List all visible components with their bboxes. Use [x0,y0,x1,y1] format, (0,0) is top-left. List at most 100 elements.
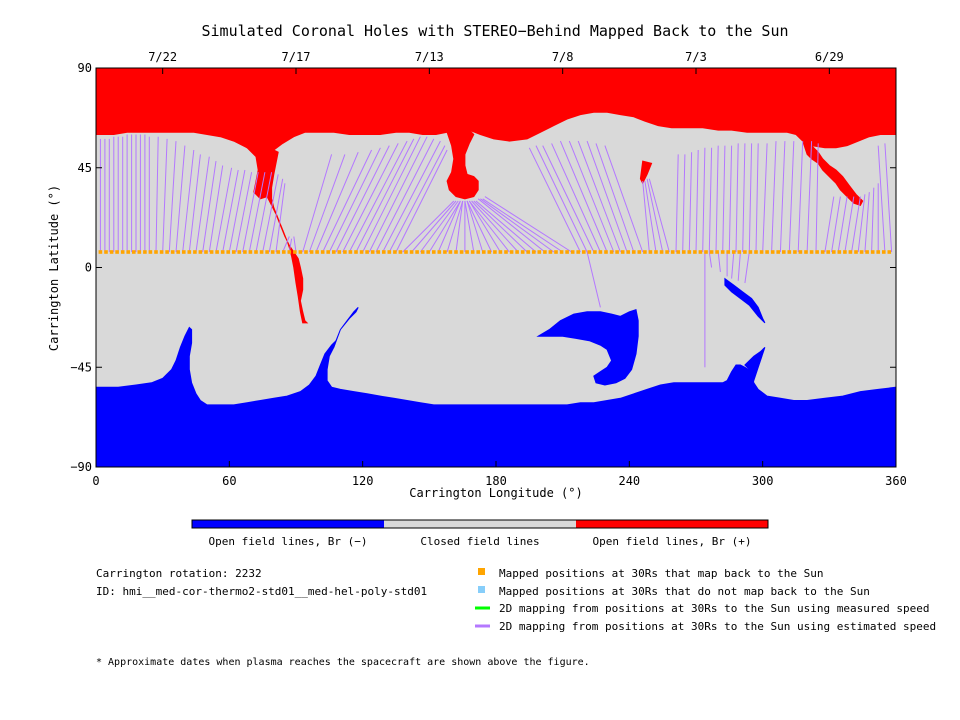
mapped-point [148,250,153,254]
mapped-point [193,250,197,254]
legend-mapped-square [478,568,485,575]
mapping-line [308,154,346,253]
mapped-point [337,250,342,254]
mapped-point [215,250,219,254]
color-bar-frame [191,519,769,529]
mapped-point [654,250,658,254]
mapping-line [542,145,595,253]
mapped-point [876,250,880,254]
mapped-point [609,250,614,254]
mapping-line [473,200,528,253]
mapped-point [198,250,203,254]
mapped-point [132,250,136,254]
mapping-line [255,172,273,253]
x-axis-ticks: 0 60 120 180 240 300 360 [92,461,907,488]
mapped-point [720,250,725,254]
mapping-line [268,178,284,253]
mapped-point [204,250,208,254]
mapping-line [411,200,457,253]
mapped-point [676,250,680,254]
mapped-point [432,250,436,254]
mapping-line [202,161,217,253]
mapping-line [797,141,804,253]
mapping-line [468,200,510,253]
mapping-line [466,200,493,253]
mapped-point [226,250,230,254]
mapped-point [143,250,147,254]
mapped-point [715,250,719,254]
mapping-line [708,251,713,268]
mapping-line [717,251,721,272]
mapping-line [715,145,719,253]
mapped-point [793,250,797,254]
mapped-point [232,250,236,254]
x-axis-label: Carrington Longitude (°) [409,486,582,500]
mapped-point [776,250,780,254]
mapping-line [551,143,601,253]
mapped-point [693,250,697,254]
mapping-line [728,145,733,253]
mapped-point [493,250,497,254]
mapped-point [482,250,486,254]
mapping-line [604,145,644,253]
mapping-line [762,143,768,253]
mapping-line [815,143,819,253]
mapped-point [698,250,703,254]
mapped-point [409,250,414,254]
date-tick-label: 7/3 [685,50,707,64]
mapped-point [748,250,753,254]
mapped-point [843,250,847,254]
x-tick-label: 0 [92,474,99,488]
mapped-point [604,250,608,254]
mapping-line [402,200,455,253]
mapping-line [475,200,537,253]
mapped-point [515,250,519,254]
mapping-line [342,143,399,253]
mapped-point [437,250,442,254]
mapping-line [375,138,435,253]
mapping-line [644,181,657,253]
mapped-point [376,250,380,254]
mapped-point [659,250,664,254]
mapping-line [648,178,670,253]
equatorial-hole [536,308,639,386]
mapping-line [328,147,381,253]
mapped-point [526,250,530,254]
tongue-center [446,129,479,200]
mapping-line [446,200,464,253]
mapped-point [259,250,264,254]
mapping-line [688,152,693,253]
color-bar-closed [384,520,576,528]
mapping-line [857,194,866,253]
mapping-line [595,143,635,253]
x-tick-label: 360 [885,474,907,488]
mapped-point [754,250,758,254]
mapped-point [620,250,625,254]
mapping-line [477,198,546,253]
mapped-point [315,250,319,254]
mapping-line [348,140,408,253]
mapped-point [582,250,586,254]
mapping-line [168,141,177,253]
mapped-point [543,250,547,254]
mapped-point [737,250,742,254]
mapped-point [126,250,130,254]
mapped-point [670,250,675,254]
mapping-line [355,138,415,253]
mapping-line [559,140,608,253]
mapped-point [759,250,764,254]
south-polar-hole [95,326,897,468]
date-tick-label: 7/13 [415,50,444,64]
negative-polarity-regions [95,277,897,468]
mapping-line [368,136,428,253]
mapping-line [362,136,421,253]
y-axis-ticks: −90 −45 0 45 90 [70,61,896,474]
mapping-line [675,154,679,253]
mapped-point [293,250,297,254]
mapped-point [498,250,503,254]
mapped-point [570,250,575,254]
mapping-line [737,251,741,281]
color-bar-negative [192,520,384,528]
mapping-line [702,147,706,253]
mapped-point [687,250,692,254]
